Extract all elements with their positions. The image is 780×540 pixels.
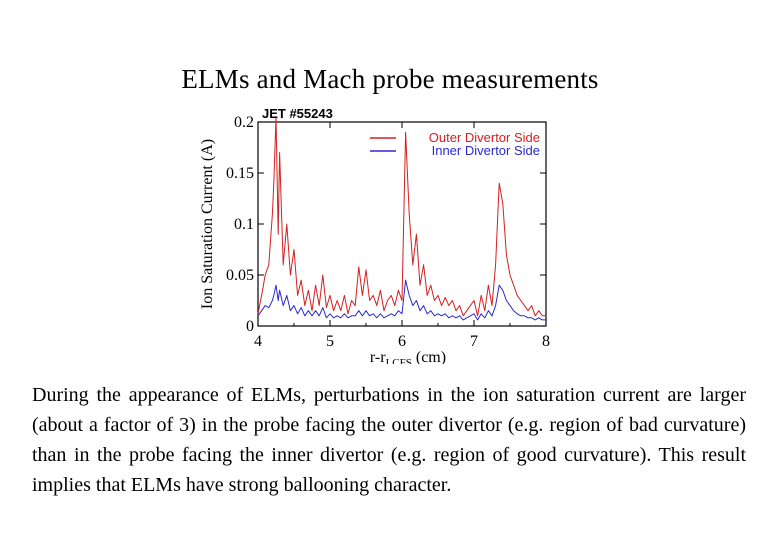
ion-saturation-chart: 4 5 6 7 8 0 0.05 0.1 0.15 0.2 JET #55243 Outer Dive… [199,106,550,364]
x-axis-label-main: r-r [370,349,386,364]
series-line-outer-divertor-side [257,116,546,317]
x-tick-label: 8 [542,333,550,350]
legend-label: Inner Divertor Side [432,143,540,158]
x-axis-label-unit: (cm) [412,349,446,364]
x-tick-label: 6 [398,333,406,350]
x-axis-label: r-rLCFS (cm) [370,349,446,364]
y-tick-label: 0.05 [226,267,254,284]
x-tick-label: 4 [254,333,262,350]
y-axis-label: Ion Saturation Current (A) [199,139,216,309]
x-axis-label-sub: LCFS [386,357,412,364]
x-tick-label: 5 [326,333,334,350]
y-tick-label: 0 [246,318,254,335]
slide-title: ELMs and Mach probe measurements [181,64,599,94]
series-line-inner-divertor-side [257,279,546,321]
y-tick-label: 0.1 [234,216,254,233]
y-tick-label: 0.2 [234,114,254,131]
legend-label: Outer Divertor Side [429,130,540,145]
x-tick-label: 7 [470,333,478,350]
y-tick-label: 0.15 [226,165,254,182]
chart-title: JET #55243 [262,106,333,121]
slide-caption: During the appearance of ELMs, perturbat… [32,384,746,496]
